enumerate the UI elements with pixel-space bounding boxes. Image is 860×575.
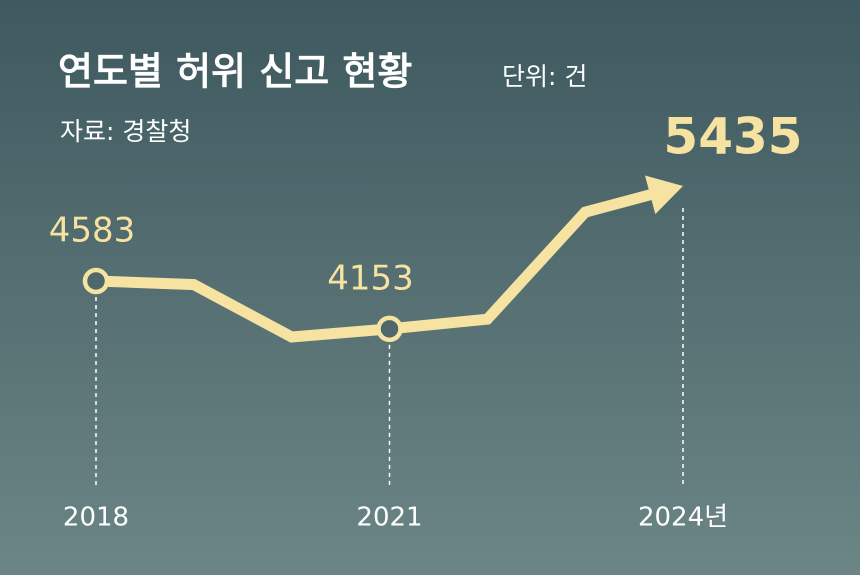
- value-label: 4153: [327, 258, 414, 298]
- value-label: 5435: [663, 108, 802, 166]
- point-marker: [376, 315, 403, 343]
- unit-label: 단위: 건: [502, 62, 587, 91]
- point-marker: [82, 267, 110, 295]
- chart-title: 연도별 허위 신고 현황: [58, 50, 412, 94]
- value-label: 4583: [49, 210, 136, 250]
- source-label: 자료: 경찰청: [60, 117, 191, 146]
- x-tick-label: 2018: [63, 503, 129, 533]
- arrow-head: [644, 175, 683, 215]
- x-tick-label: 2021: [356, 503, 422, 533]
- x-tick-label: 2024년: [638, 503, 728, 533]
